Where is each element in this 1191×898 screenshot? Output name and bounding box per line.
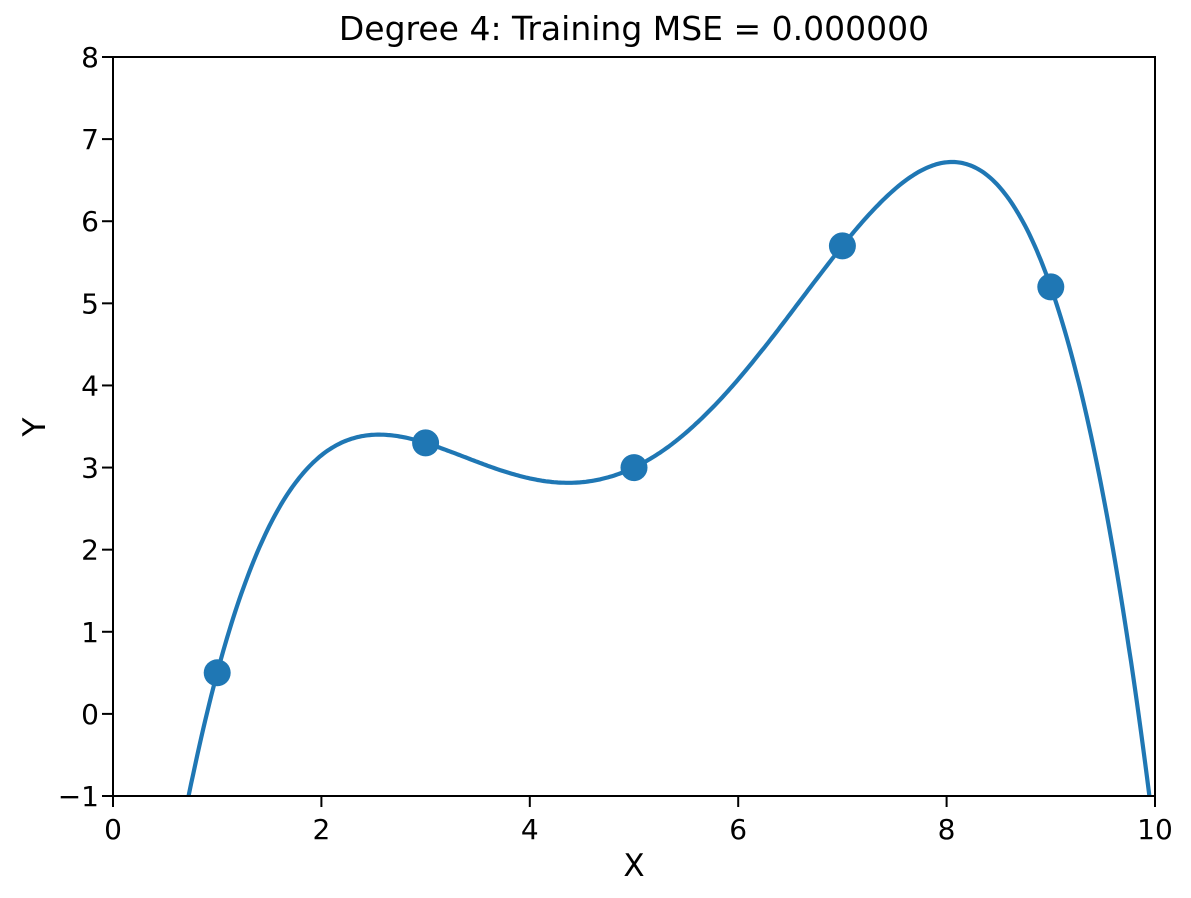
fit-curve-line [186,159,1152,796]
y-tick-label: 2 [81,534,99,567]
y-tick-label: 8 [81,41,99,74]
chart-title: Degree 4: Training MSE = 0.000000 [339,9,929,48]
data-point [203,659,231,687]
x-tick-label: 4 [521,813,539,846]
y-tick-label: 6 [81,205,99,238]
data-point [1037,273,1065,301]
x-tick-label: 0 [104,813,122,846]
y-tick-label: 5 [81,287,99,320]
plot-border [112,56,1156,797]
y-axis-label: Y [17,417,53,437]
x-tick-label: 10 [1137,813,1173,846]
data-point [828,232,856,260]
x-tick-label: 2 [312,813,330,846]
y-tick-label: 7 [81,123,99,156]
y-tick-label: 0 [81,698,99,731]
x-axis-label: X [623,848,644,884]
y-tick-label: −1 [58,780,99,813]
y-tick-label: 4 [81,369,99,402]
y-tick-label: 1 [81,616,99,649]
data-point [412,429,440,457]
x-tick-label: 8 [938,813,956,846]
x-tick-label: 6 [729,813,747,846]
data-point [620,454,648,482]
y-tick-label: 3 [81,452,99,485]
